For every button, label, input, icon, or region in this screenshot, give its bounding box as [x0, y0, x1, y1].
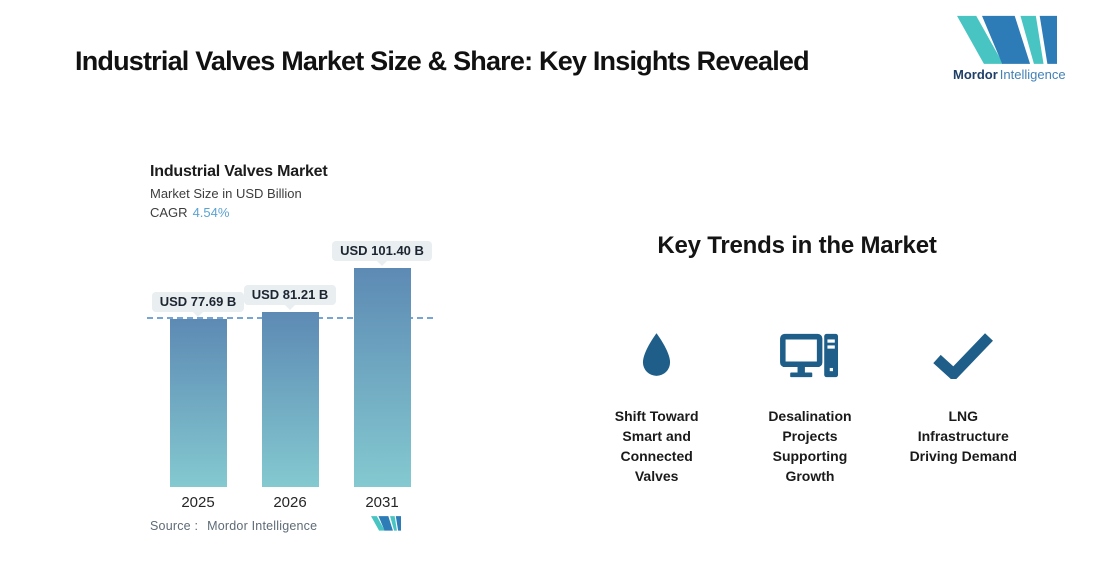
desktop-computer-icon — [779, 331, 840, 379]
mordor-logo-mark-small-icon — [371, 516, 401, 531]
chart-subtitle: Market Size in USD Billion — [150, 186, 302, 201]
bar — [169, 319, 227, 487]
bar-column-2031: USD 101.40 B 2031 — [332, 241, 432, 513]
trend-label: Desalination Projects Supporting Growth — [768, 408, 852, 484]
bar-column-2026: USD 81.21 B 2026 — [243, 285, 337, 513]
bar-value-label: USD 81.21 B — [243, 285, 337, 310]
bar-column-2025: USD 77.69 B 2025 — [151, 292, 245, 513]
bar-value-label: USD 77.69 B — [151, 292, 245, 317]
cagr-value: 4.54% — [192, 205, 230, 220]
source-label: Source : — [150, 519, 199, 533]
chart-cagr: CAGR 4.54% — [150, 205, 328, 220]
bar-value-label: USD 101.40 B — [332, 241, 432, 266]
x-axis-label: 2026 — [273, 494, 307, 511]
x-axis-label: 2025 — [181, 494, 215, 511]
trend-row: Shift Toward Smart and Connected Valves … — [580, 331, 1040, 486]
chart-header: Industrial Valves Market Market Size in … — [150, 163, 328, 220]
bar — [353, 268, 411, 487]
cagr-label: CAGR — [150, 205, 188, 220]
trend-item-lng: LNG Infrastructure Driving Demand — [887, 331, 1040, 486]
bars-row: USD 77.69 B 2025 USD 81.21 B 2026 USD 101.40… — [151, 240, 432, 513]
page-title: Industrial Valves Market Size & Share: K… — [75, 46, 810, 76]
trend-item-desalination: Desalination Projects Supporting Growth — [733, 331, 886, 486]
source-line: Source : Mordor Intelligence — [150, 519, 317, 533]
checkmark-icon — [932, 331, 994, 379]
key-trends-section: Key Trends in the Market Shift Toward Sm… — [580, 232, 1040, 486]
brand-name-bold: Mordor — [953, 67, 998, 82]
mordor-logo-mark-icon — [957, 15, 1057, 64]
trend-item-smart-valves: Shift Toward Smart and Connected Valves — [580, 331, 733, 486]
brand-name: Mordor Intelligence — [953, 67, 1066, 82]
trend-label: Shift Toward Smart and Connected Valves — [614, 408, 699, 484]
chart-title: Industrial Valves Market — [150, 163, 328, 180]
bar-chart: USD 77.69 B 2025 USD 81.21 B 2026 USD 101.40… — [147, 240, 433, 513]
trend-label: LNG Infrastructure Driving Demand — [909, 408, 1017, 464]
water-drop-icon — [641, 331, 672, 379]
bar — [261, 312, 319, 487]
key-trends-heading: Key Trends in the Market — [657, 232, 937, 259]
x-axis-label: 2031 — [365, 494, 399, 511]
brand-name-light: Intelligence — [999, 67, 1066, 82]
mordor-intelligence-logo: Mordor Intelligence — [953, 10, 1066, 82]
source-value: Mordor Intelligence — [207, 519, 318, 533]
